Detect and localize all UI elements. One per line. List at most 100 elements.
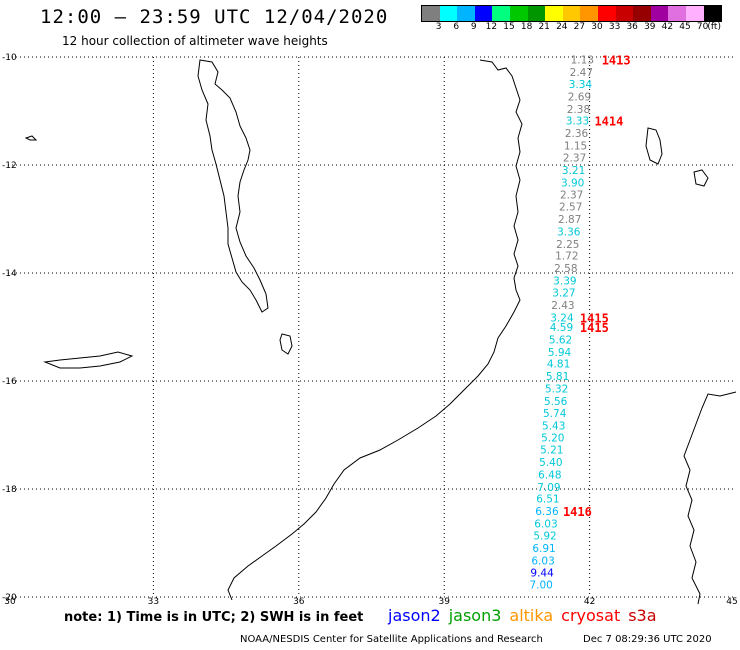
lon-tick-label: 45 — [726, 597, 737, 605]
wave-height-value: 6.51 — [536, 494, 559, 506]
wave-height-value: 2.43 — [551, 300, 574, 312]
lon-tick-label: 42 — [584, 597, 595, 605]
color-scale-label: 9 — [470, 22, 477, 32]
color-swatch — [562, 6, 581, 21]
color-swatch — [597, 6, 616, 21]
wave-height-value: 1.15 — [564, 141, 587, 153]
wave-height-value: 2.58 — [554, 263, 577, 275]
time-marker: 1416 — [563, 505, 592, 519]
wave-height-value: 7.00 — [529, 580, 552, 592]
color-swatch — [509, 6, 528, 21]
lon-tick-label: 39 — [438, 597, 450, 605]
color-scale-label: 45 — [679, 22, 691, 32]
wave-height-value: 6.48 — [538, 469, 561, 481]
time-marker: 1415 — [580, 311, 609, 325]
lat-tick-label: -10 — [2, 53, 17, 63]
wave-height-track: 1.132.473.342.692.383.332.361.152.373.21… — [529, 55, 594, 592]
color-scale-label: 3 — [435, 22, 442, 32]
color-swatch — [422, 6, 440, 21]
wave-height-value: 3.24 — [550, 312, 574, 324]
color-swatch — [439, 6, 458, 21]
footer-credit: NOAA/NESDIS Center for Satellite Applica… — [240, 634, 543, 645]
satellite-jason2: jason2 — [388, 606, 441, 625]
map-subtitle: 12 hour collection of altimeter wave hei… — [62, 34, 328, 48]
wave-height-value: 2.38 — [567, 104, 590, 116]
color-scale-label: 27 — [573, 22, 586, 32]
color-swatch — [703, 6, 722, 21]
mozambique-coastline — [227, 59, 523, 601]
wave-height-value: 2.57 — [559, 202, 582, 214]
wave-height-value: 6.91 — [532, 543, 555, 555]
color-scale-label: 18 — [520, 22, 533, 32]
wave-height-value: 2.87 — [558, 214, 581, 226]
satellite-s3a: s3a — [628, 606, 657, 625]
wave-height-value: 1.13 — [571, 55, 594, 67]
wave-height-value: 3.90 — [561, 177, 584, 189]
color-scale-label: 33 — [608, 22, 621, 32]
wave-height-value: 4.81 — [547, 359, 570, 371]
wave-height-value: 3.27 — [552, 287, 575, 299]
wave-height-value: 2.36 — [565, 128, 589, 140]
wave-height-value: 4.59 — [550, 322, 573, 334]
color-swatch — [615, 6, 634, 21]
wave-height-value: 5.20 — [541, 433, 564, 445]
coastline — [24, 59, 737, 605]
wave-height-value: 5.94 — [548, 347, 572, 359]
wave-height-value: 5.56 — [544, 396, 568, 408]
wave-height-value: 2.69 — [568, 91, 591, 103]
wave-height-value: 3.33 — [566, 116, 589, 128]
color-scale-label: 12 — [485, 22, 498, 32]
wave-height-value: 5.81 — [546, 371, 569, 383]
satellite-legend: jason2 jason3 altika cryosat s3a — [388, 606, 665, 625]
color-scale-label: 6 — [453, 22, 460, 32]
color-scale-label: 24 — [556, 22, 568, 32]
color-scale-label: 42 — [661, 22, 674, 32]
color-scale-legend — [421, 5, 723, 22]
time-marker: 1413 — [602, 54, 631, 68]
wave-height-value: 3.21 — [562, 165, 585, 177]
footer-timestamp: Dec 7 08:29:36 UTC 2020 — [583, 634, 712, 645]
wave-height-value: 6.03 — [534, 519, 557, 531]
axis-labels: 30 33 36 39 42 45 -10 -12 -14 -16 -18 -20 — [2, 53, 738, 605]
lake-cahora-bassa — [43, 351, 134, 369]
altimeter-map: 1.132.473.342.692.383.332.361.152.373.21… — [2, 53, 738, 605]
color-swatch — [650, 6, 669, 21]
wave-height-value: 9.44 — [530, 568, 554, 580]
wave-height-value: 5.21 — [540, 445, 563, 457]
lat-tick-label: -18 — [2, 485, 17, 495]
lake-chilwa — [279, 333, 293, 355]
color-scale-labels: 3 6 9 12 15 18 21 24 27 30 33 36 39 42 45 70 (ft) — [421, 22, 740, 34]
wave-height-value: 5.32 — [545, 384, 568, 396]
lat-tick-label: -16 — [2, 377, 17, 387]
satellite-jason3: jason3 — [448, 606, 502, 625]
satellite-altika: altika — [509, 606, 554, 625]
footer-note: note: 1) Time is in UTC; 2) SWH is in fe… — [64, 610, 364, 625]
color-swatch — [474, 6, 493, 21]
wave-height-value: 2.37 — [560, 190, 583, 202]
wave-height-value: 5.43 — [542, 420, 565, 432]
color-scale-label: 36 — [626, 22, 638, 32]
wave-height-value: 5.74 — [543, 408, 567, 420]
color-swatch — [633, 6, 651, 21]
wave-height-value: 5.40 — [539, 457, 562, 469]
wave-height-value: 2.37 — [563, 152, 586, 164]
color-scale-label: 70 — [696, 22, 709, 32]
color-swatch — [685, 6, 704, 21]
color-swatch — [527, 6, 546, 21]
wave-height-value: 7.09 — [537, 482, 560, 494]
color-swatch — [580, 6, 598, 21]
color-swatch — [668, 6, 686, 21]
color-swatch — [545, 6, 563, 21]
wave-height-value: 5.62 — [549, 334, 572, 346]
lake-malawi-outline — [197, 59, 269, 313]
small-island-nw — [24, 135, 38, 141]
wave-height-value: 3.39 — [553, 276, 576, 288]
time-marker: 1415 — [580, 321, 609, 335]
wave-height-value: 6.36 — [535, 506, 559, 518]
lat-tick-label: -14 — [2, 269, 17, 279]
wave-height-value: 3.34 — [569, 79, 593, 91]
lon-tick-label: 30 — [4, 597, 16, 605]
color-scale-label: 21 — [538, 22, 550, 32]
color-scale-label: 30 — [591, 22, 603, 32]
